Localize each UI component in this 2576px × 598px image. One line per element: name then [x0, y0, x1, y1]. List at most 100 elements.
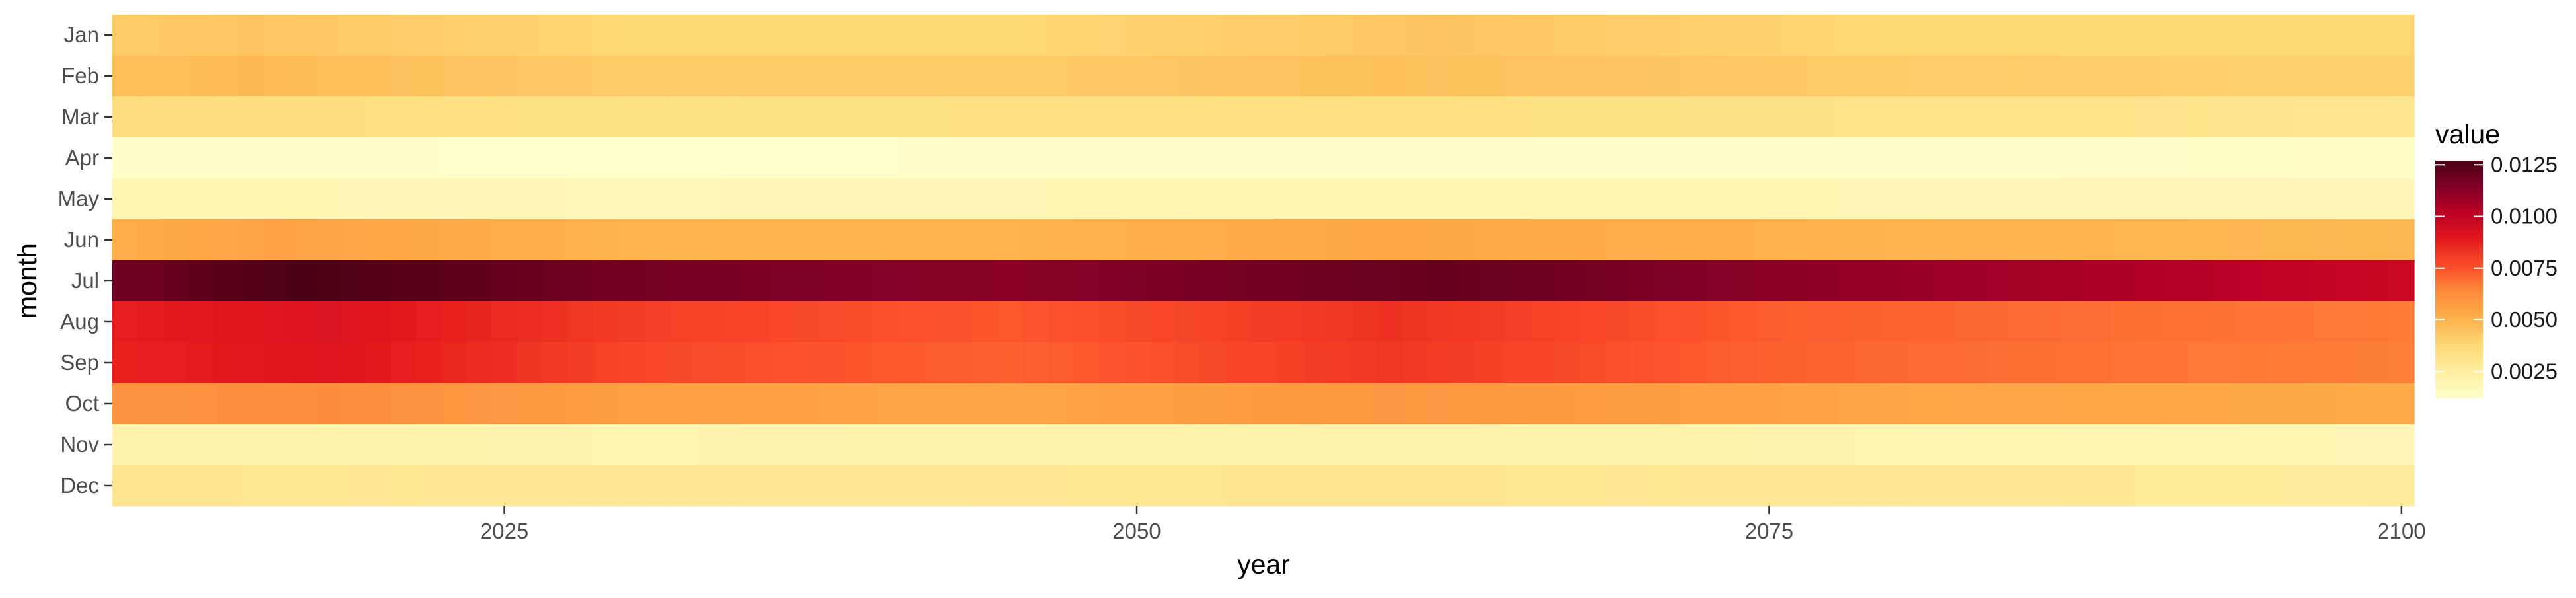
heatmap-cell — [972, 96, 998, 138]
heatmap-cell — [1908, 178, 1934, 220]
heatmap-cell — [744, 219, 771, 261]
heatmap-cell — [972, 342, 998, 384]
heatmap-cell — [314, 96, 341, 138]
heatmap-cell — [744, 178, 771, 220]
heatmap-cell — [1022, 383, 1049, 425]
heatmap-cell — [2363, 383, 2390, 425]
heatmap-cell — [2034, 178, 2061, 220]
heatmap-cell — [162, 342, 189, 384]
heatmap-cell — [2211, 56, 2238, 97]
heatmap-cell — [1199, 465, 1226, 507]
heatmap-cell — [1832, 383, 1859, 425]
heatmap-cell — [2338, 301, 2365, 343]
heatmap-cell — [1604, 178, 1631, 220]
heatmap-cell — [2287, 178, 2314, 220]
heatmap-cell — [415, 137, 442, 179]
heatmap-cell — [668, 383, 695, 425]
heatmap-cell — [694, 383, 720, 425]
heatmap-cell — [1098, 342, 1125, 384]
heatmap-cell — [162, 301, 189, 343]
heatmap-cell — [2262, 301, 2289, 343]
heatmap-cell — [238, 219, 265, 261]
heatmap-cell — [517, 301, 543, 343]
heatmap-cell — [1250, 260, 1277, 302]
y-tick-label: Dec — [60, 473, 99, 498]
heatmap-cell — [1908, 260, 1934, 302]
heatmap-cell — [694, 178, 720, 220]
heatmap-cell — [112, 219, 138, 261]
heatmap-cell — [466, 96, 493, 138]
heatmap-cell — [415, 15, 442, 56]
heatmap-cell — [1781, 260, 1808, 302]
heatmap-cell — [542, 383, 568, 425]
heatmap-cell — [2388, 178, 2415, 220]
heatmap-cell — [441, 383, 467, 425]
heatmap-cell — [1503, 342, 1530, 384]
heatmap-cell — [643, 137, 670, 179]
heatmap-cell — [365, 260, 391, 302]
heatmap-cell — [719, 178, 746, 220]
heatmap-cell — [1579, 465, 1606, 507]
heatmap-cell — [2161, 342, 2187, 384]
heatmap-cell — [871, 383, 897, 425]
heatmap-cell — [1680, 465, 1707, 507]
heatmap-cell — [2236, 383, 2263, 425]
heatmap-cell — [592, 219, 619, 261]
heatmap-cell — [1073, 342, 1100, 384]
y-axis: Jan Feb Mar Apr May Jun Jul Aug Sep Oct Nov Dec — [58, 22, 112, 498]
heatmap-cell — [1149, 137, 1176, 179]
heatmap-cell — [2236, 219, 2263, 261]
heatmap-cell — [2135, 178, 2162, 220]
heatmap-cell — [238, 178, 265, 220]
heatmap-cell — [314, 137, 341, 179]
heatmap-cell — [542, 465, 568, 507]
heatmap-cell — [441, 465, 467, 507]
heatmap-cell — [2059, 219, 2086, 261]
heatmap-cell — [2161, 219, 2187, 261]
heatmap-cell — [264, 383, 290, 425]
heatmap-cell — [1832, 301, 1859, 343]
heatmap-cell — [2009, 56, 2036, 97]
heatmap-cell — [1857, 260, 1884, 302]
heatmap-cell — [1174, 219, 1201, 261]
heatmap-cell — [289, 137, 315, 179]
heatmap-cell — [1275, 260, 1302, 302]
heatmap-cell — [1882, 424, 1909, 466]
heatmap-cell — [1958, 178, 1985, 220]
heatmap-cell — [769, 383, 796, 425]
heatmap-cell — [1073, 137, 1100, 179]
heatmap-cell — [2110, 465, 2137, 507]
heatmap-cell — [618, 219, 644, 261]
heatmap-cell — [769, 137, 796, 179]
heatmap-cell — [1604, 424, 1631, 466]
heatmap-cell — [238, 96, 265, 138]
heatmap-cell — [1857, 383, 1884, 425]
heatmap-cell — [1807, 178, 1833, 220]
heatmap-cell — [1427, 301, 1454, 343]
heatmap-cell — [1022, 15, 1049, 56]
heatmap-cell — [1022, 342, 1049, 384]
heatmap-cell — [2211, 465, 2238, 507]
heatmap-cell — [213, 178, 240, 220]
heatmap-cell — [1857, 465, 1884, 507]
y-tick-label: Aug — [60, 309, 99, 334]
x-tick-label: 2100 — [2377, 519, 2425, 543]
heatmap-cell — [2161, 465, 2187, 507]
heatmap-cell — [2236, 137, 2263, 179]
heatmap-cell — [2110, 56, 2137, 97]
heatmap-cell — [2135, 56, 2162, 97]
heatmap-cell — [238, 342, 265, 384]
heatmap-cell — [1402, 342, 1429, 384]
heatmap-cell — [592, 301, 619, 343]
heatmap-cell — [289, 424, 315, 466]
heatmap-cell — [1478, 424, 1504, 466]
heatmap-cell — [592, 342, 619, 384]
heatmap-cell — [1402, 56, 1429, 97]
heatmap-cell — [1250, 219, 1277, 261]
heatmap-cell — [1680, 56, 1707, 97]
heatmap-cells — [112, 15, 2415, 507]
heatmap-cell — [1604, 342, 1631, 384]
heatmap-cell — [1149, 56, 1176, 97]
heatmap-cell — [365, 465, 391, 507]
